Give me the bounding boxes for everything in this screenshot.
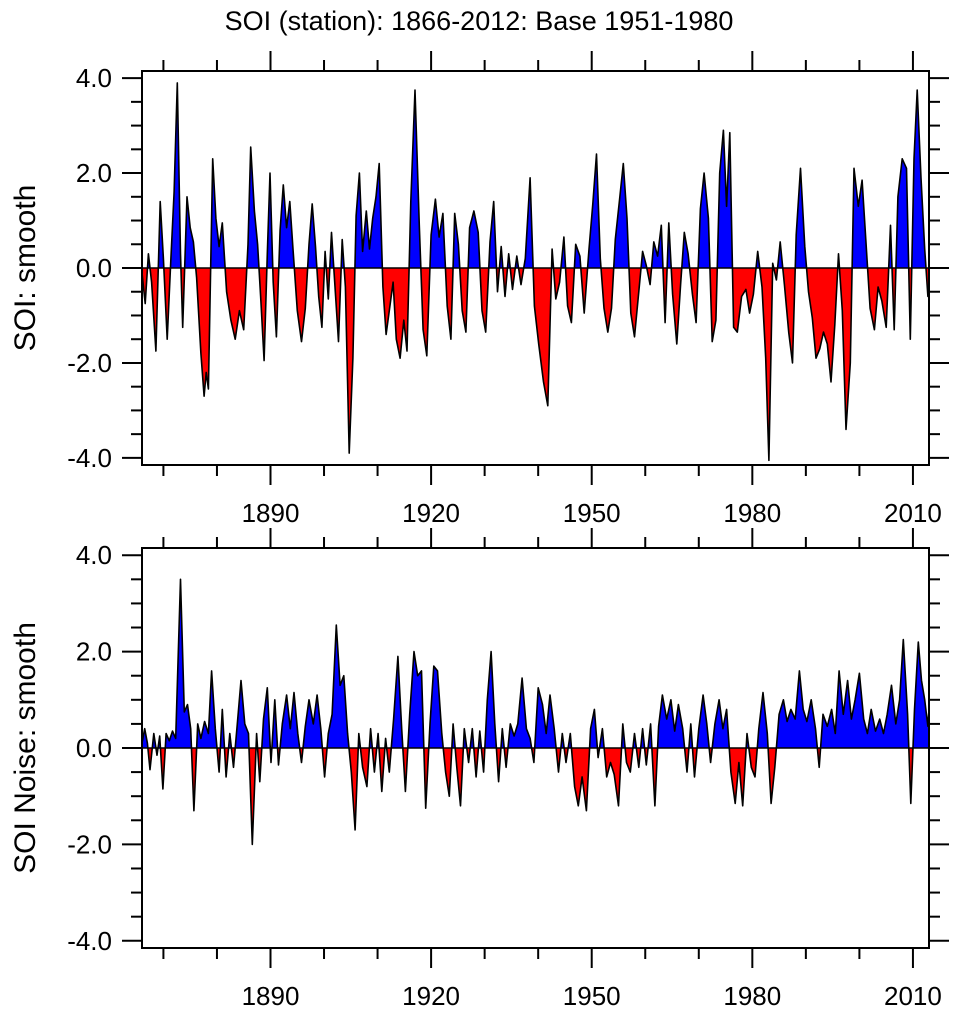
- series-area-positive: [142, 82, 929, 268]
- chart-title: SOI (station): 1866-2012: Base 1951-1980: [224, 6, 734, 36]
- x-tick-label: 1950: [563, 498, 621, 528]
- y-tick-label: 4.0: [76, 63, 112, 93]
- series-area-positive: [142, 579, 929, 748]
- y-tick-label: 4.0: [76, 540, 112, 570]
- y-tick-label: -2.0: [67, 348, 112, 378]
- y-tick-label: 0.0: [76, 733, 112, 763]
- x-tick-label: 1980: [723, 981, 781, 1011]
- x-tick-label: 2010: [884, 498, 942, 528]
- y-tick-label: -4.0: [67, 443, 112, 473]
- x-tick-label: 1890: [242, 498, 300, 528]
- x-tick-label: 1920: [402, 981, 460, 1011]
- series-line: [141, 578, 930, 846]
- panel-1: 1890 1920 1950 1980 2010 -4.0 -2.0 0.0 2.0 4.0: [67, 528, 949, 1011]
- panel-border: [141, 547, 930, 949]
- x-tick-label: 2010: [884, 981, 942, 1011]
- y-axis-title-bottom: SOI Noise: smooth: [9, 622, 42, 874]
- panel-border: [141, 70, 930, 466]
- y-tick-label: 0.0: [76, 253, 112, 283]
- y-tick-label: -4.0: [67, 926, 112, 956]
- axis-ticks: [122, 528, 949, 968]
- x-tick-label: 1950: [563, 981, 621, 1011]
- x-tick-label: 1890: [242, 981, 300, 1011]
- series-line: [141, 82, 930, 462]
- y-tick-label: 2.0: [76, 637, 112, 667]
- series-area-negative: [142, 748, 929, 845]
- y-tick-label: -2.0: [67, 829, 112, 859]
- y-axis-title-top: SOI: smooth: [9, 184, 42, 352]
- y-tick-label: 2.0: [76, 158, 112, 188]
- series-area-negative: [142, 268, 929, 461]
- x-tick-label: 1980: [723, 498, 781, 528]
- panel-0: 1890 1920 1950 1980 2010 -4.0 -2.0 0.0 2.0 4.0: [67, 51, 949, 528]
- axis-ticks: [122, 51, 949, 485]
- x-tick-label: 1920: [402, 498, 460, 528]
